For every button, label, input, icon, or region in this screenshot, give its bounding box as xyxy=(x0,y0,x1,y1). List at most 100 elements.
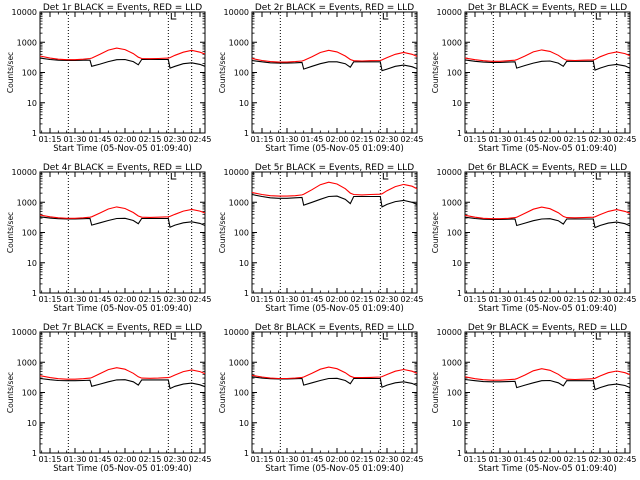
y-tick-label: 10000 xyxy=(224,8,249,17)
panel-title: Det 9r BLACK = Events, RED = LLD xyxy=(468,323,627,333)
interval-bracket xyxy=(170,13,177,20)
x-tick-label: 01:30 xyxy=(488,135,511,144)
y-tick-label: 1 xyxy=(244,129,249,138)
x-tick-label: 02:30 xyxy=(375,295,398,304)
y-tick-label: 1000 xyxy=(17,198,37,207)
x-tick-label: 02:15 xyxy=(350,455,373,464)
detector-panel-4: Det 4r BLACK = Events, RED = LLD 1 10 100 10… xyxy=(6,163,212,314)
y-tick-label: 1 xyxy=(457,129,462,138)
y-tick-label: 10000 xyxy=(224,168,249,177)
y-axis-label: Counts/sec xyxy=(6,212,15,253)
y-tick-label: 10 xyxy=(27,259,37,268)
series-line-lld xyxy=(464,368,631,381)
x-tick-label: 01:15 xyxy=(250,455,273,464)
x-tick-label: 02:00 xyxy=(325,135,348,144)
y-tick-label: 100 xyxy=(447,229,462,238)
x-tick-label: 02:00 xyxy=(538,295,561,304)
x-tick-label: 02:30 xyxy=(588,455,611,464)
x-axis-label: Start Time (05-Nov-05 01:09:40) xyxy=(265,304,404,314)
y-tick-label: 1 xyxy=(244,289,249,298)
y-tick-label: 10000 xyxy=(12,168,37,177)
y-tick-label: 10 xyxy=(452,99,462,108)
y-tick-label: 1000 xyxy=(442,38,462,47)
plot-frame xyxy=(251,171,418,294)
y-axis-label: Counts/sec xyxy=(6,52,15,93)
panel-title: Det 7r BLACK = Events, RED = LLD xyxy=(43,323,202,333)
series-line-events xyxy=(464,378,631,391)
y-tick-label: 1000 xyxy=(442,198,462,207)
x-tick-label: 02:00 xyxy=(113,295,136,304)
y-axis-label: Counts/sec xyxy=(218,52,227,93)
x-tick-label: 02:30 xyxy=(588,295,611,304)
x-axis-label: Start Time (05-Nov-05 01:09:40) xyxy=(478,144,617,154)
series-line-lld xyxy=(464,206,631,220)
x-tick-label: 02:00 xyxy=(538,135,561,144)
y-tick-label: 100 xyxy=(234,389,249,398)
y-tick-label: 1 xyxy=(32,289,37,298)
plot-frame xyxy=(251,331,418,454)
x-tick-label: 02:30 xyxy=(588,135,611,144)
y-axis-label: Counts/sec xyxy=(218,212,227,253)
detector-panel-7: Det 7r BLACK = Events, RED = LLD 1 10 100 10… xyxy=(6,323,212,474)
series-line-lld xyxy=(251,366,418,380)
x-tick-label: 01:45 xyxy=(300,135,323,144)
x-tick-label: 01:15 xyxy=(463,295,486,304)
y-tick-label: 10 xyxy=(239,419,249,428)
x-tick-label: 01:15 xyxy=(463,455,486,464)
y-axis-label: Counts/sec xyxy=(218,372,227,413)
x-tick-label: 01:45 xyxy=(300,295,323,304)
series-line-lld xyxy=(39,206,206,219)
plot-frame xyxy=(464,11,631,134)
x-axis-label: Start Time (05-Nov-05 01:09:40) xyxy=(53,304,192,314)
y-tick-label: 100 xyxy=(22,389,37,398)
detector-panel-6: Det 6r BLACK = Events, RED = LLD 1 10 100 10… xyxy=(431,163,637,314)
detector-panel-5: Det 5r BLACK = Events, RED = LLD 1 10 100 10… xyxy=(218,163,424,314)
interval-bracket xyxy=(170,333,177,340)
y-tick-label: 10000 xyxy=(224,328,249,337)
x-tick-label: 02:15 xyxy=(350,135,373,144)
y-tick-label: 1000 xyxy=(229,198,249,207)
series-line-events xyxy=(39,57,206,69)
interval-bracket xyxy=(382,173,389,180)
plot-frame xyxy=(39,331,206,454)
detector-panel-9: Det 9r BLACK = Events, RED = LLD 1 10 100 10… xyxy=(431,323,637,474)
series-line-events xyxy=(39,377,206,390)
x-tick-label: 02:15 xyxy=(563,135,586,144)
x-tick-label: 01:30 xyxy=(63,295,86,304)
interval-bracket xyxy=(382,13,389,20)
x-tick-label: 01:15 xyxy=(250,295,273,304)
x-tick-label: 01:15 xyxy=(38,135,61,144)
y-tick-label: 1000 xyxy=(17,38,37,47)
x-tick-label: 02:45 xyxy=(400,295,423,304)
y-axis-label: Counts/sec xyxy=(431,372,440,413)
y-tick-label: 1000 xyxy=(442,358,462,367)
x-tick-label: 01:30 xyxy=(63,455,86,464)
x-axis-label: Start Time (05-Nov-05 01:09:40) xyxy=(53,464,192,474)
series-line-lld xyxy=(464,49,631,62)
x-axis-label: Start Time (05-Nov-05 01:09:40) xyxy=(53,144,192,154)
detector-panel-3: Det 3r BLACK = Events, RED = LLD 1 10 100 10… xyxy=(431,3,637,154)
detector-panel-2: Det 2r BLACK = Events, RED = LLD 1 10 100 10… xyxy=(218,3,424,154)
x-tick-label: 01:45 xyxy=(88,135,111,144)
panel-title: Det 8r BLACK = Events, RED = LLD xyxy=(255,323,414,333)
x-tick-label: 01:45 xyxy=(513,455,536,464)
panel-title: Det 6r BLACK = Events, RED = LLD xyxy=(468,163,627,173)
panel-title: Det 4r BLACK = Events, RED = LLD xyxy=(43,163,202,173)
panel-title: Det 1r BLACK = Events, RED = LLD xyxy=(43,3,202,13)
x-tick-label: 01:30 xyxy=(488,295,511,304)
x-tick-label: 02:15 xyxy=(563,455,586,464)
y-tick-label: 100 xyxy=(447,69,462,78)
y-tick-label: 10000 xyxy=(437,168,462,177)
y-tick-label: 100 xyxy=(22,69,37,78)
x-tick-label: 02:30 xyxy=(163,455,186,464)
y-tick-label: 10000 xyxy=(12,328,37,337)
x-tick-label: 01:30 xyxy=(275,295,298,304)
x-axis-label: Start Time (05-Nov-05 01:09:40) xyxy=(478,304,617,314)
x-axis-label: Start Time (05-Nov-05 01:09:40) xyxy=(265,144,404,154)
y-tick-label: 100 xyxy=(234,69,249,78)
detector-panel-1: Det 1r BLACK = Events, RED = LLD 1 10 100 10… xyxy=(6,3,212,154)
y-tick-label: 10 xyxy=(239,99,249,108)
series-line-events xyxy=(464,216,631,229)
x-tick-label: 01:45 xyxy=(88,295,111,304)
